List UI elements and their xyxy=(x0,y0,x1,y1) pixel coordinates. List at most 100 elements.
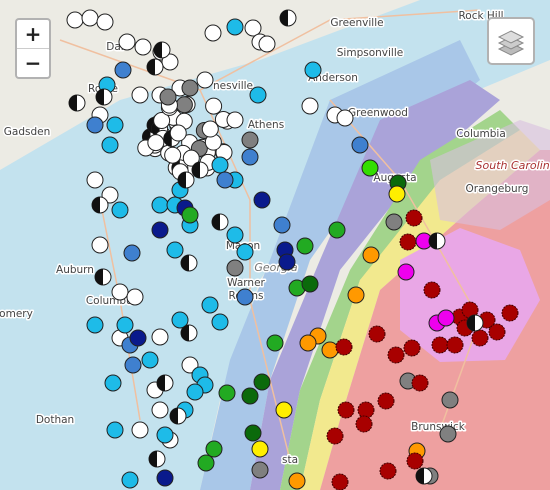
station-marker[interactable] xyxy=(336,109,354,127)
station-marker[interactable] xyxy=(388,185,406,203)
station-marker[interactable] xyxy=(501,304,519,322)
station-marker[interactable] xyxy=(471,329,489,347)
station-marker[interactable] xyxy=(304,61,322,79)
station-marker[interactable] xyxy=(111,201,129,219)
marker-half[interactable] xyxy=(429,233,437,249)
station-marker[interactable] xyxy=(488,323,506,341)
station-marker[interactable] xyxy=(123,244,141,262)
station-marker[interactable] xyxy=(124,356,142,374)
layers-button[interactable] xyxy=(487,17,535,65)
station-marker[interactable] xyxy=(121,471,139,489)
station-marker[interactable] xyxy=(379,462,397,480)
station-marker[interactable] xyxy=(91,236,109,254)
station-marker[interactable] xyxy=(273,216,291,234)
marker-half[interactable] xyxy=(95,269,103,285)
marker-half[interactable] xyxy=(96,89,104,105)
station-marker[interactable] xyxy=(335,338,353,356)
marker-half[interactable] xyxy=(467,315,475,331)
station-marker[interactable] xyxy=(403,339,421,357)
station-marker[interactable] xyxy=(201,296,219,314)
station-marker[interactable] xyxy=(301,275,319,293)
station-marker[interactable] xyxy=(299,334,317,352)
station-marker[interactable] xyxy=(156,469,174,487)
station-marker[interactable] xyxy=(96,13,114,31)
station-marker[interactable] xyxy=(118,33,136,51)
station-marker[interactable] xyxy=(204,24,222,42)
station-marker[interactable] xyxy=(226,18,244,36)
station-marker[interactable] xyxy=(361,159,379,177)
station-marker[interactable] xyxy=(399,233,417,251)
station-marker[interactable] xyxy=(169,124,187,142)
station-marker[interactable] xyxy=(288,472,306,490)
marker-half[interactable] xyxy=(163,130,172,147)
marker-half[interactable] xyxy=(149,451,157,467)
station-marker[interactable] xyxy=(328,221,346,239)
station-marker[interactable] xyxy=(397,263,415,281)
station-marker[interactable] xyxy=(368,325,386,343)
marker-half[interactable] xyxy=(280,10,288,26)
station-marker[interactable] xyxy=(151,196,169,214)
station-marker[interactable] xyxy=(111,283,129,301)
station-marker[interactable] xyxy=(241,148,259,166)
station-marker[interactable] xyxy=(201,120,219,138)
station-marker[interactable] xyxy=(205,97,223,115)
station-marker[interactable] xyxy=(258,35,276,53)
marker-half[interactable] xyxy=(69,95,77,111)
station-marker[interactable] xyxy=(244,19,262,37)
station-marker[interactable] xyxy=(253,373,271,391)
station-marker[interactable] xyxy=(275,401,293,419)
marker-half[interactable] xyxy=(212,214,220,230)
station-marker[interactable] xyxy=(236,288,254,306)
station-marker[interactable] xyxy=(357,401,375,419)
station-marker[interactable] xyxy=(241,387,259,405)
station-marker[interactable] xyxy=(114,61,132,79)
station-marker[interactable] xyxy=(385,213,403,231)
station-marker[interactable] xyxy=(86,116,104,134)
station-marker[interactable] xyxy=(211,156,229,174)
station-marker[interactable] xyxy=(244,424,262,442)
station-marker[interactable] xyxy=(126,288,144,306)
marker-half[interactable] xyxy=(181,255,189,271)
station-marker[interactable] xyxy=(423,281,441,299)
station-marker[interactable] xyxy=(151,221,169,239)
station-marker[interactable] xyxy=(116,316,134,334)
station-marker[interactable] xyxy=(147,134,165,152)
station-marker[interactable] xyxy=(159,88,177,106)
marker-half[interactable] xyxy=(178,172,186,188)
marker-half[interactable] xyxy=(92,197,100,213)
station-marker[interactable] xyxy=(129,329,147,347)
station-marker[interactable] xyxy=(218,384,236,402)
station-marker[interactable] xyxy=(211,313,229,331)
station-marker[interactable] xyxy=(446,336,464,354)
marker-half[interactable] xyxy=(157,375,165,391)
station-marker[interactable] xyxy=(164,146,182,164)
station-marker[interactable] xyxy=(347,286,365,304)
station-marker[interactable] xyxy=(171,311,189,329)
station-marker[interactable] xyxy=(411,374,429,392)
station-marker[interactable] xyxy=(266,334,284,352)
station-marker[interactable] xyxy=(406,452,424,470)
station-marker[interactable] xyxy=(182,149,200,167)
station-marker[interactable] xyxy=(166,241,184,259)
station-marker[interactable] xyxy=(441,391,459,409)
station-marker[interactable] xyxy=(101,136,119,154)
station-marker[interactable] xyxy=(205,440,223,458)
station-marker[interactable] xyxy=(134,38,152,56)
station-marker[interactable] xyxy=(181,206,199,224)
station-marker[interactable] xyxy=(337,401,355,419)
marker-half[interactable] xyxy=(416,468,424,484)
station-marker[interactable] xyxy=(321,341,339,359)
station-marker[interactable] xyxy=(226,226,244,244)
station-marker[interactable] xyxy=(106,421,124,439)
station-marker[interactable] xyxy=(156,426,174,444)
station-marker[interactable] xyxy=(196,71,214,89)
station-marker[interactable] xyxy=(86,171,104,189)
station-marker[interactable] xyxy=(186,383,204,401)
station-marker[interactable] xyxy=(439,425,457,443)
station-marker[interactable] xyxy=(161,53,179,71)
marker-half[interactable] xyxy=(154,42,162,58)
station-marker[interactable] xyxy=(86,316,104,334)
station-marker[interactable] xyxy=(296,237,314,255)
station-marker[interactable] xyxy=(153,112,171,130)
marker-half[interactable] xyxy=(192,162,200,178)
